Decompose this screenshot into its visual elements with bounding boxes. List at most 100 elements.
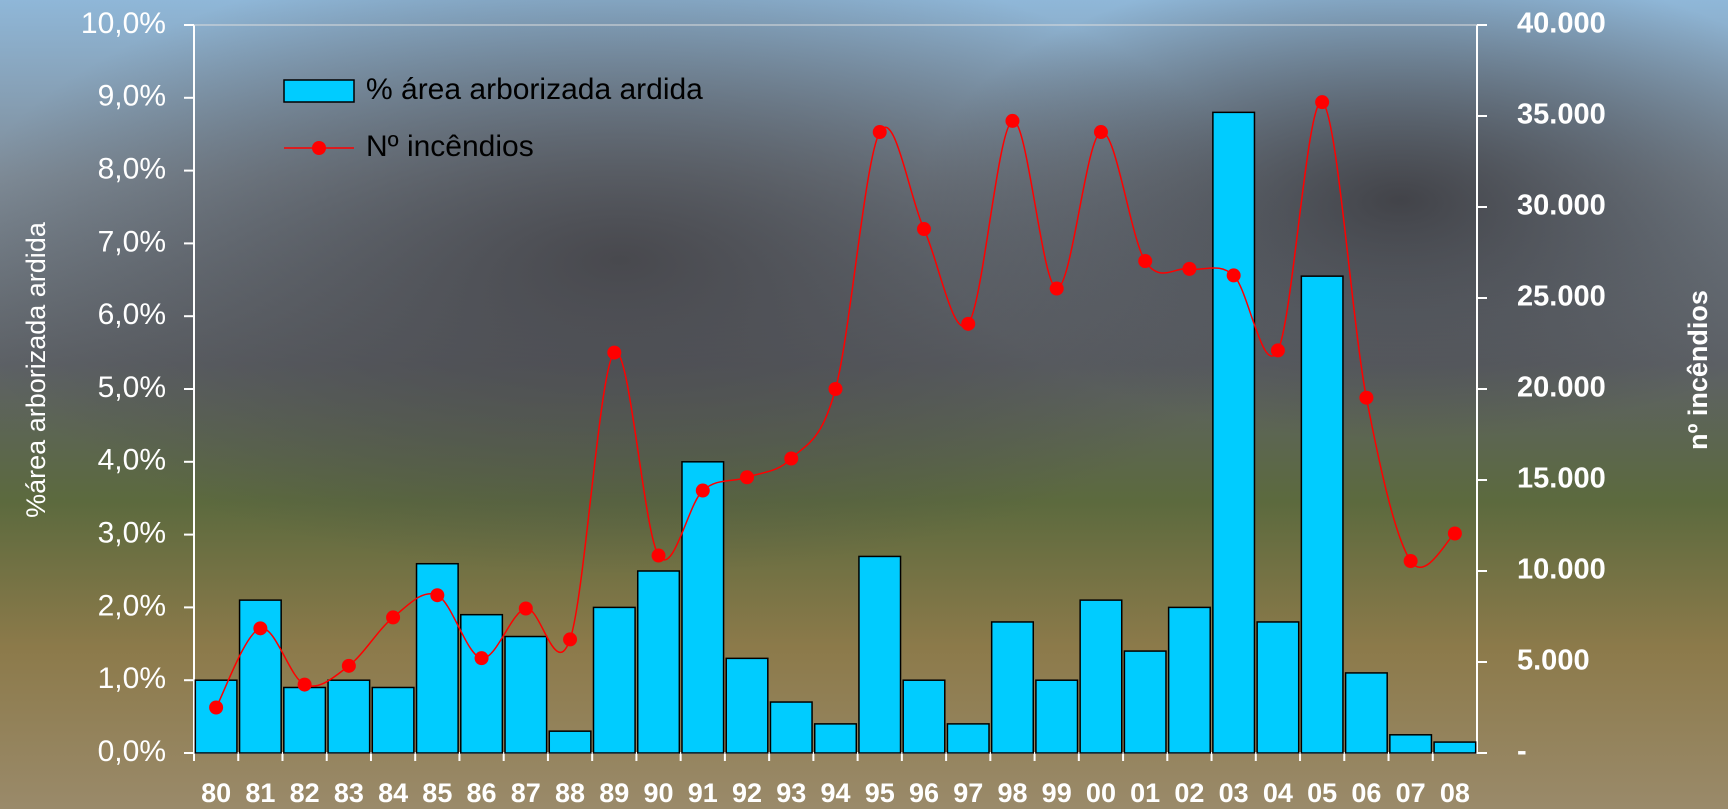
x-tick-label: 94 (820, 778, 850, 808)
y2-tick-label: 30.000 (1517, 190, 1606, 222)
x-tick-label: 83 (334, 778, 364, 808)
bar (1169, 607, 1211, 753)
x-tick-label: 92 (732, 778, 762, 808)
y2-tick-label: 35.000 (1517, 99, 1606, 131)
x-tick-label: 07 (1396, 778, 1426, 808)
y-tick-label: 6,0% (98, 298, 166, 331)
legend-label: Nº incêndios (366, 130, 534, 163)
bar (682, 462, 724, 753)
x-tick-label: 84 (378, 778, 408, 808)
y-tick-label: 10,0% (81, 7, 166, 40)
line-marker (873, 125, 887, 139)
line-marker (342, 659, 356, 673)
y-tick-label: 4,0% (98, 444, 166, 477)
line-marker (740, 470, 754, 484)
line-marker (1227, 268, 1241, 282)
y-tick-label: 0,0% (98, 735, 166, 768)
bar (815, 724, 857, 753)
y2-axis-label: nº incêndios (1683, 290, 1713, 450)
bar (859, 556, 901, 753)
line-marker (519, 601, 533, 615)
y2-tick-label: 20.000 (1517, 372, 1606, 404)
x-tick-label: 91 (688, 778, 718, 808)
line-marker (1094, 125, 1108, 139)
line-marker (1315, 95, 1329, 109)
x-tick-label: 06 (1351, 778, 1381, 808)
bar (992, 622, 1034, 753)
x-tick-label: 97 (953, 778, 983, 808)
y-tick-label: 1,0% (98, 662, 166, 695)
y2-tick-label: 5.000 (1517, 645, 1590, 677)
y2-tick-label: 10.000 (1517, 554, 1606, 586)
page: %área arborizada ardida nº incêndios 0,0… (0, 0, 1728, 809)
legend-label: % área arborizada ardida (366, 73, 703, 106)
y-tick-label: 3,0% (98, 517, 166, 550)
line-marker (1448, 527, 1462, 541)
y-tick-label: 2,0% (98, 589, 166, 622)
line-marker (1271, 343, 1285, 357)
bar (372, 687, 414, 753)
line-marker (1182, 262, 1196, 276)
bar (770, 702, 812, 753)
bar (947, 724, 989, 753)
y2-tick-label: 15.000 (1517, 463, 1606, 495)
x-tick-label: 08 (1440, 778, 1470, 808)
bar (1434, 742, 1476, 753)
x-tick-label: 87 (511, 778, 541, 808)
bar (1124, 651, 1166, 753)
line-marker (652, 549, 666, 563)
bar (284, 687, 326, 753)
bar (1390, 735, 1432, 753)
x-tick-label: 80 (201, 778, 231, 808)
bar (1301, 276, 1343, 753)
y2-tick-label: 25.000 (1517, 281, 1606, 313)
chart: %área arborizada ardida nº incêndios 0,0… (0, 0, 1728, 809)
x-tick-label: 82 (290, 778, 320, 808)
line-marker (1005, 114, 1019, 128)
bar (549, 731, 591, 753)
x-tick-label: 85 (422, 778, 452, 808)
line-marker (1050, 282, 1064, 296)
line-marker (1404, 554, 1418, 568)
x-tick-label: 96 (909, 778, 939, 808)
y-tick-label: 8,0% (98, 153, 166, 186)
x-tick-label: 02 (1174, 778, 1204, 808)
legend-marker (312, 141, 326, 155)
x-tick-label: 05 (1307, 778, 1337, 808)
x-tick-label: 98 (997, 778, 1027, 808)
bar (903, 680, 945, 753)
y-tick-label: 7,0% (98, 225, 166, 258)
bar (593, 607, 635, 753)
bar (638, 571, 680, 753)
bar (1257, 622, 1299, 753)
x-tick-label: 88 (555, 778, 585, 808)
x-tick-label: 90 (644, 778, 674, 808)
bar (1346, 673, 1388, 753)
bar (328, 680, 370, 753)
x-tick-label: 93 (776, 778, 806, 808)
x-tick-label: 03 (1219, 778, 1249, 808)
bar (1080, 600, 1122, 753)
line-marker (829, 382, 843, 396)
line-marker (430, 588, 444, 602)
x-tick-label: 00 (1086, 778, 1116, 808)
line-marker (563, 632, 577, 646)
bar (1213, 112, 1255, 753)
line-marker (1138, 254, 1152, 268)
bar (461, 615, 503, 753)
bar (505, 637, 547, 753)
line-marker (696, 484, 710, 498)
line-marker (784, 452, 798, 466)
bar (195, 680, 237, 753)
bar (1036, 680, 1078, 753)
line-marker (386, 610, 400, 624)
y-tick-label: 9,0% (98, 80, 166, 113)
line-marker (607, 346, 621, 360)
bar (726, 658, 768, 753)
x-tick-label: 95 (865, 778, 895, 808)
line-marker (475, 651, 489, 665)
line-marker (961, 317, 975, 331)
legend-swatch (284, 80, 354, 102)
line-marker (253, 621, 267, 635)
y-axis-label: %área arborizada ardida (21, 221, 51, 518)
